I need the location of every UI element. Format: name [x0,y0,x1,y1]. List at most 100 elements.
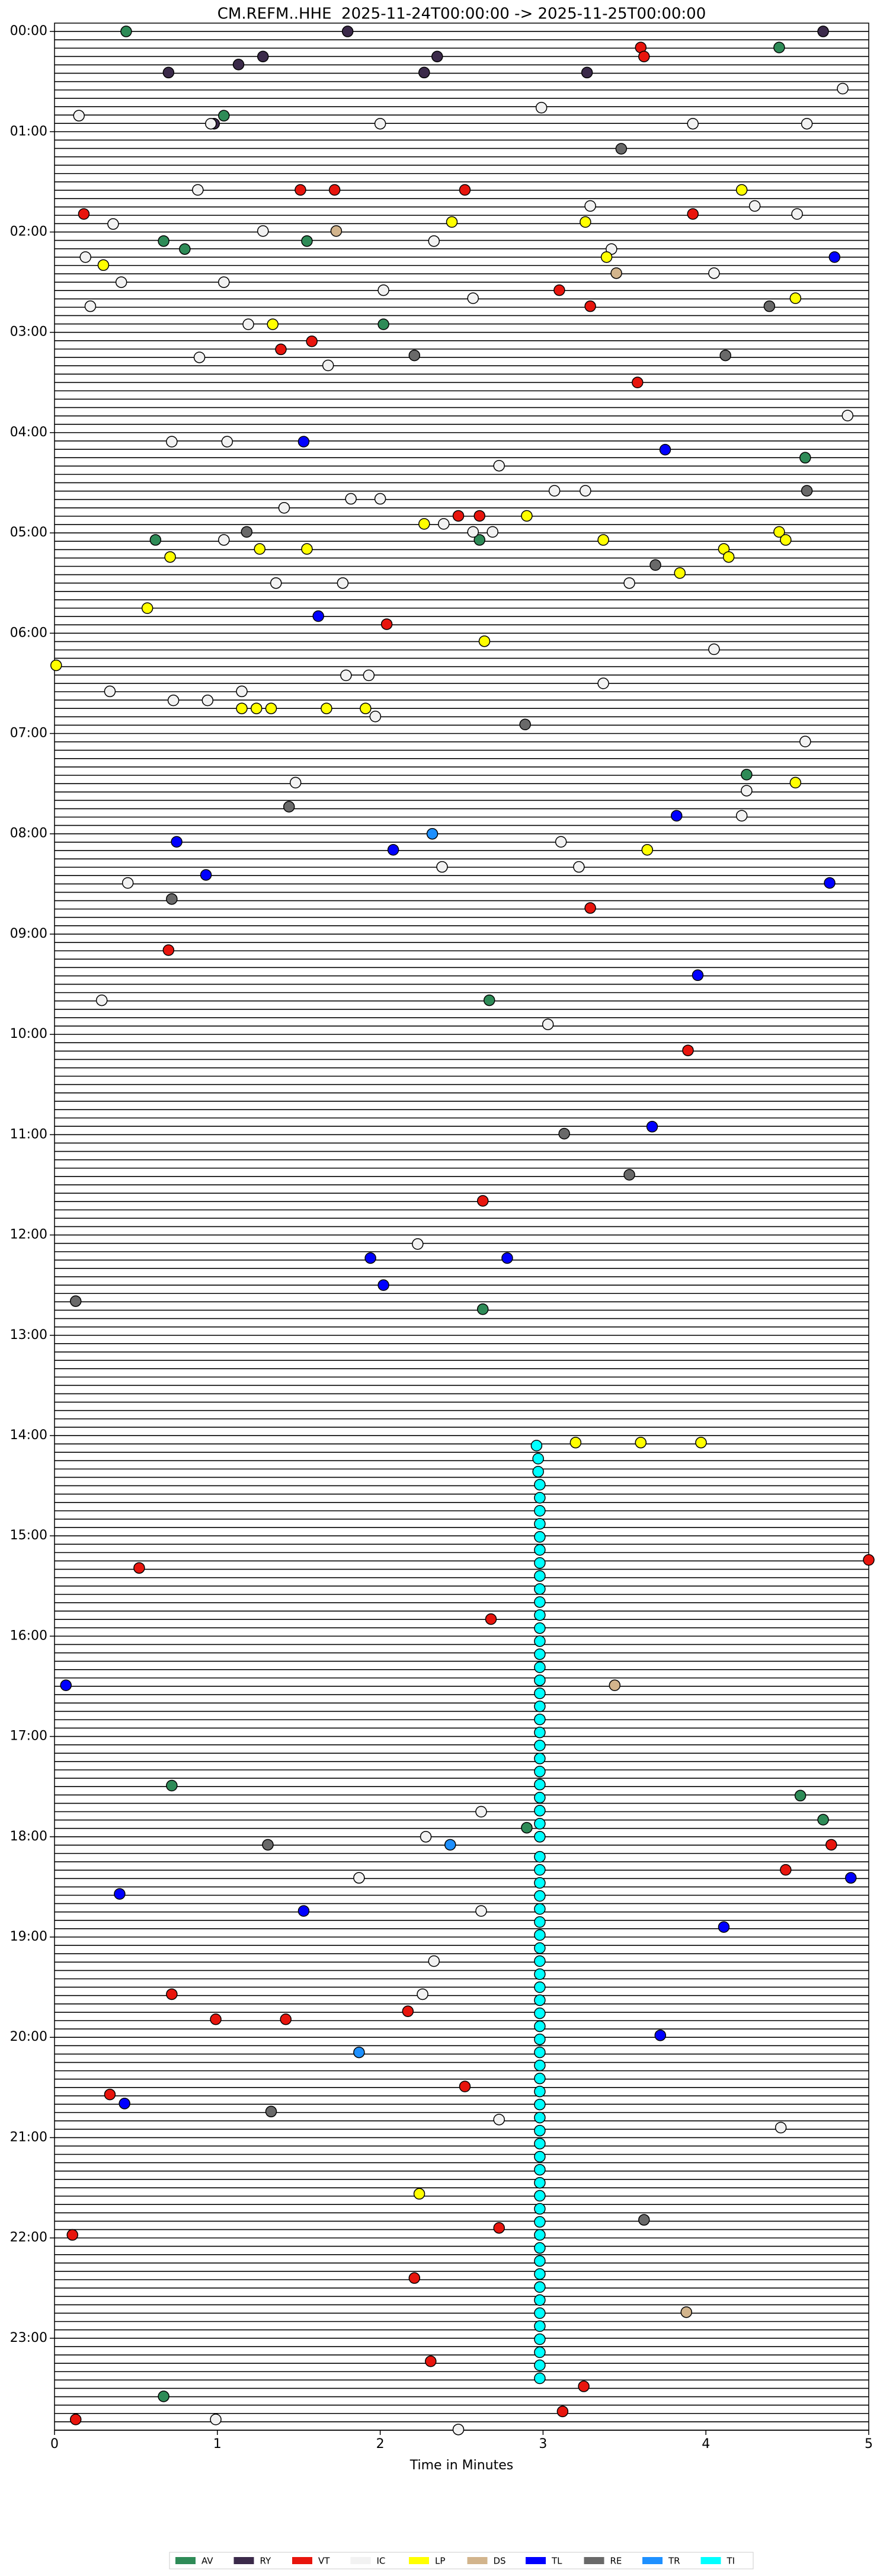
x-tick-label: 1 [213,2437,222,2452]
event-marker [166,893,178,905]
event-marker [534,1557,546,1569]
event-marker [162,944,175,956]
event-marker [158,2390,169,2402]
x-tick-label: 4 [702,2437,710,2452]
event-marker [162,66,175,79]
event-marker [789,292,802,304]
event-marker [534,2177,546,2189]
event-marker [254,543,265,555]
event-marker [171,836,183,848]
event-marker [610,267,622,279]
event-marker [845,1872,857,1884]
event-marker [534,2346,546,2358]
event-marker [534,1544,546,1556]
legend-label: TL [551,2556,562,2567]
event-marker [60,1679,72,1692]
event-marker [297,1905,310,1917]
event-marker [600,251,613,263]
event-marker [534,1714,546,1725]
event-marker [534,1942,546,1954]
event-marker [218,534,230,546]
event-series [120,25,829,2402]
event-marker [692,969,704,982]
event-marker [654,2030,667,2041]
event-marker [467,526,479,538]
event-marker [322,359,334,372]
event-marker [609,1679,621,1692]
legend-swatch [292,2557,312,2564]
event-marker [555,836,567,848]
event-marker [534,2007,546,2019]
event-marker [674,567,686,579]
event-marker [534,1929,546,1941]
event-marker [534,1635,546,1647]
event-series [330,225,692,2318]
event-marker [107,218,119,230]
event-marker [69,1295,82,1307]
event-marker [275,343,287,356]
event-marker [534,1968,546,1980]
y-tick-label: 03:00 [10,325,47,340]
event-marker [534,1492,546,1504]
event-marker [97,259,110,271]
event-marker [104,685,116,698]
event-marker [534,2372,546,2385]
event-marker [719,349,731,362]
event-marker [301,543,313,555]
y-tick-label: 09:00 [10,926,47,941]
event-marker [534,1596,546,1608]
event-marker [236,702,248,714]
event-marker [680,2306,692,2318]
event-marker [534,1831,546,1843]
event-marker [569,1437,582,1449]
legend-label: LP [435,2556,445,2567]
event-marker [841,410,854,421]
event-marker [476,1195,489,1207]
legend-swatch [584,2557,604,2564]
y-tick-label: 15:00 [10,1528,47,1543]
event-marker [817,1814,829,1826]
event-marker [221,436,233,448]
event-marker [166,1779,178,1792]
event-marker [377,1279,389,1291]
event-marker [341,25,354,37]
event-marker [283,801,295,813]
legend-label: IC [377,2556,386,2567]
event-marker [295,184,306,196]
event-marker [377,318,389,330]
event-marker [521,1821,533,1834]
event-marker [417,1988,428,2000]
event-marker [251,702,263,714]
event-marker [321,702,332,714]
event-marker [387,844,399,856]
event-marker [330,225,343,237]
event-marker [534,1583,546,1595]
event-marker [534,1648,546,1660]
event-marker [193,351,206,363]
event-marker [682,1044,694,1056]
legend-label: TR [668,2556,680,2567]
event-marker [687,208,699,220]
event-marker [558,1127,570,1140]
event-marker [337,577,349,589]
event-marker [615,143,628,155]
event-marker [735,184,748,196]
event-marker [459,184,471,196]
y-tick-label: 08:00 [10,826,47,841]
event-marker [218,110,230,122]
legend-swatch [700,2557,721,2564]
event-marker [635,1437,647,1449]
legend-swatch [467,2557,488,2564]
event-marker [534,2150,546,2163]
event-marker [418,518,430,530]
event-marker [380,618,393,630]
event-marker [501,1252,513,1264]
event-marker [534,2242,546,2254]
event-marker [534,1805,546,1817]
event-marker [548,485,561,497]
event-marker [534,1531,546,1543]
y-tick-label: 20:00 [10,2030,47,2044]
event-marker [257,225,269,237]
event-marker [431,50,443,63]
event-marker [532,1466,544,1478]
